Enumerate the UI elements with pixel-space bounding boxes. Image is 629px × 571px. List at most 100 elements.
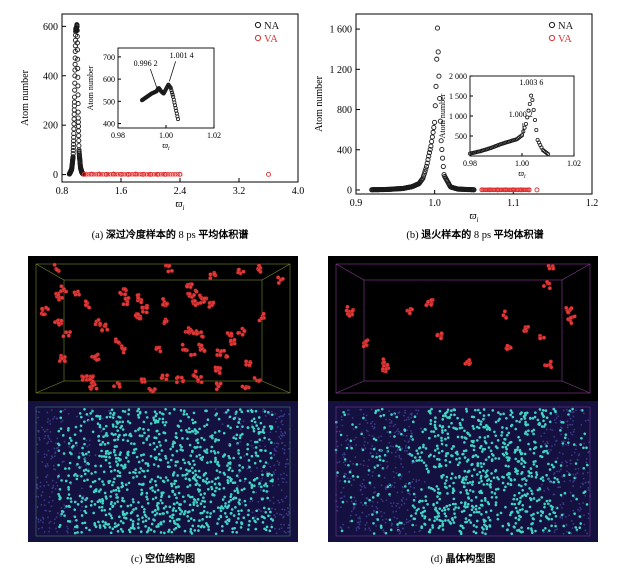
amorphous-atom bbox=[358, 527, 361, 530]
crystal-atom bbox=[484, 471, 488, 474]
crystal-atom bbox=[239, 456, 243, 459]
vacancy-atom bbox=[504, 315, 509, 320]
crystal-atom bbox=[436, 447, 440, 450]
crystal-atom bbox=[140, 454, 143, 457]
crystal-atom bbox=[542, 415, 546, 418]
amorphous-atom bbox=[553, 493, 556, 496]
crystal-atom bbox=[418, 499, 422, 503]
crystal-atom bbox=[517, 518, 521, 521]
crystal-atom bbox=[428, 436, 431, 440]
vacancy-atom bbox=[192, 298, 197, 303]
crystal-atom bbox=[374, 411, 377, 415]
amorphous-atom bbox=[561, 517, 564, 520]
crystal-atom bbox=[435, 501, 439, 504]
crystal-atom bbox=[231, 481, 235, 485]
crystal-configuration-bottom-image bbox=[328, 401, 598, 542]
crystal-atom bbox=[493, 430, 496, 434]
crystal-atom bbox=[513, 451, 517, 454]
crystal-atom bbox=[485, 527, 489, 531]
crystal-atom bbox=[244, 503, 247, 507]
vacancy-atom bbox=[545, 279, 550, 284]
vacancy-atom bbox=[139, 300, 144, 305]
crystal-atom bbox=[454, 506, 457, 509]
amorphous-atom bbox=[371, 420, 374, 423]
crystal-atom bbox=[157, 452, 161, 456]
amorphous-atom bbox=[577, 454, 580, 457]
crystal-atom bbox=[473, 468, 476, 471]
crystal-atom bbox=[537, 498, 541, 502]
amorphous-atom bbox=[579, 506, 582, 509]
crystal-atom bbox=[528, 487, 531, 490]
crystal-atom bbox=[214, 532, 218, 536]
crystal-atom bbox=[102, 435, 105, 438]
crystal-atom bbox=[152, 463, 156, 466]
crystal-atom bbox=[143, 507, 146, 511]
crystal-atom bbox=[479, 462, 483, 465]
crystal-atom bbox=[457, 506, 460, 510]
legend-marker-na bbox=[254, 21, 262, 29]
amorphous-atom bbox=[352, 508, 355, 511]
crystal-atom bbox=[520, 457, 524, 460]
vacancy-atom bbox=[240, 384, 245, 389]
crystal-atom bbox=[227, 468, 231, 472]
amorphous-atom bbox=[394, 455, 397, 458]
vacancy-cluster bbox=[541, 279, 552, 291]
crystal-atom bbox=[377, 474, 381, 477]
amorphous-atom bbox=[46, 474, 49, 477]
va-point bbox=[266, 171, 271, 177]
na-point bbox=[437, 118, 443, 124]
crystal-atom bbox=[162, 431, 165, 434]
va-point bbox=[156, 172, 161, 177]
crystal-atom bbox=[530, 429, 534, 433]
crystal-atoms bbox=[334, 407, 591, 536]
crystal-atom bbox=[340, 529, 344, 533]
crystal-atom bbox=[147, 526, 151, 530]
vacancy-atom bbox=[84, 374, 89, 379]
crystal-atom bbox=[445, 479, 448, 482]
amorphous-atom bbox=[417, 409, 420, 412]
crystal-atom bbox=[142, 420, 146, 424]
crystal-atom bbox=[183, 529, 187, 533]
crystal-atom bbox=[503, 442, 506, 446]
crystal-atom bbox=[104, 458, 108, 462]
crystal-atom bbox=[153, 490, 157, 494]
vacancy-atom bbox=[73, 292, 78, 297]
crystal-atom bbox=[466, 481, 469, 485]
amorphous-atom bbox=[394, 423, 397, 426]
crystal-atom bbox=[136, 522, 140, 526]
amorphous-atom bbox=[270, 410, 273, 413]
amorphous-atom bbox=[409, 413, 412, 415]
crystal-atom bbox=[140, 434, 144, 438]
crystal-atom bbox=[462, 509, 466, 513]
amorphous-atom bbox=[260, 510, 262, 513]
crystal-atom bbox=[225, 515, 228, 519]
amorphous-atom bbox=[371, 505, 374, 508]
crystal-atom bbox=[217, 438, 220, 442]
crystal-atom bbox=[191, 418, 194, 422]
crystal-atom bbox=[182, 413, 186, 416]
crystal-atom bbox=[446, 436, 450, 439]
amorphous-atom bbox=[273, 514, 276, 517]
amorphous-atom bbox=[251, 499, 254, 502]
crystal-atom bbox=[226, 475, 230, 479]
inset-point bbox=[170, 92, 175, 97]
amorphous-atom bbox=[415, 524, 417, 527]
amorphous-atom bbox=[376, 501, 379, 504]
amorphous-atom bbox=[560, 426, 562, 429]
amorphous-atom bbox=[572, 419, 575, 422]
crystal-atom bbox=[110, 516, 114, 520]
amorphous-atom bbox=[346, 409, 349, 412]
va-point bbox=[91, 172, 96, 177]
crystal-atom bbox=[188, 503, 192, 507]
vacancy-atom bbox=[59, 289, 64, 294]
crystal-atom bbox=[60, 512, 63, 516]
crystal-atom bbox=[159, 444, 162, 447]
crystal-atom bbox=[159, 476, 162, 480]
amorphous-atom bbox=[37, 518, 40, 521]
crystal-atom bbox=[266, 472, 269, 476]
amorphous-atom bbox=[280, 409, 283, 412]
na-point bbox=[423, 163, 430, 170]
crystal-atom bbox=[221, 524, 224, 528]
crystal-atom bbox=[184, 477, 188, 480]
crystal-atom bbox=[164, 505, 168, 508]
